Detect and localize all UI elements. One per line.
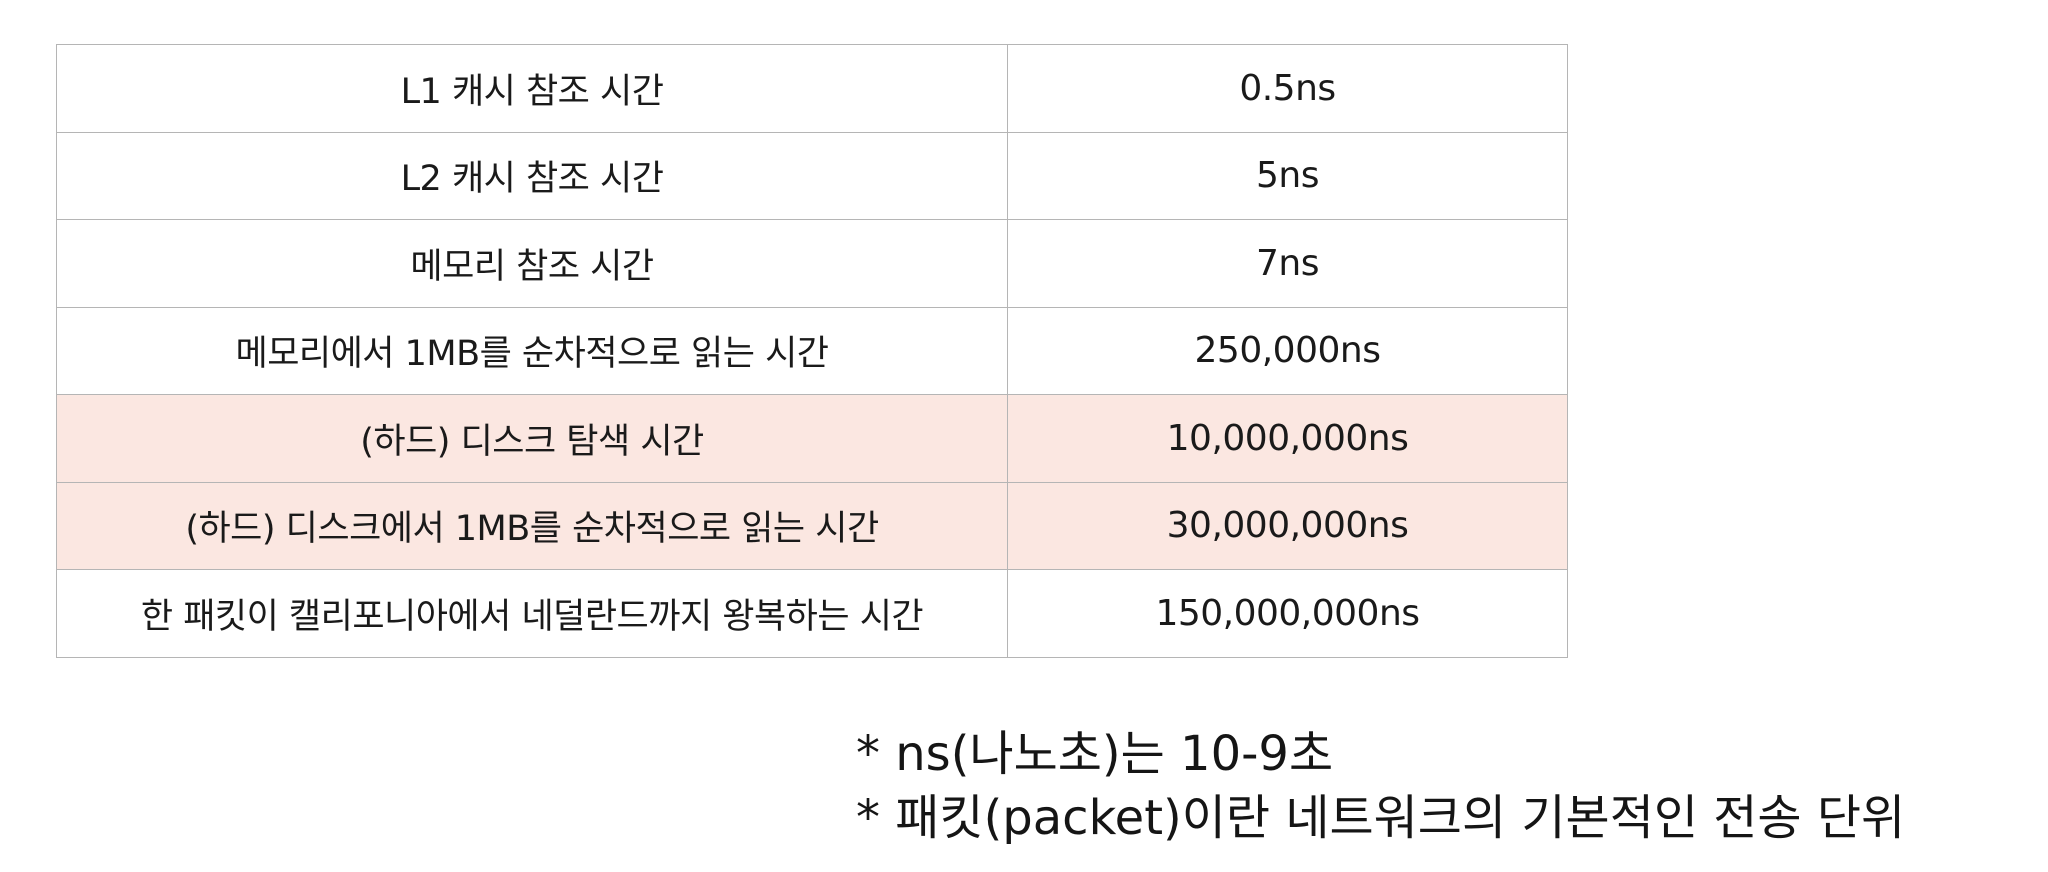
table-row: 한 패킷이 캘리포니아에서 네덜란드까지 왕복하는 시간 150,000,000… bbox=[56, 569, 1568, 658]
table-row: L2 캐시 참조 시간 5ns bbox=[56, 131, 1568, 220]
footnote-ns-definition: * ns(나노초)는 10-9초 bbox=[856, 726, 1334, 782]
row-value: 0.5ns bbox=[1007, 44, 1568, 133]
table-row: 메모리에서 1MB를 순차적으로 읽는 시간 250,000ns bbox=[56, 306, 1568, 395]
table-row-highlighted: (하드) 디스크에서 1MB를 순차적으로 읽는 시간 30,000,000ns bbox=[56, 481, 1568, 570]
row-label: 한 패킷이 캘리포니아에서 네덜란드까지 왕복하는 시간 bbox=[56, 569, 1008, 658]
footnote-packet-definition: * 패킷(packet)이란 네트워크의 기본적인 전송 단위 bbox=[856, 790, 1906, 846]
row-label: (하드) 디스크 탐색 시간 bbox=[56, 394, 1008, 483]
latency-table: L1 캐시 참조 시간 0.5ns L2 캐시 참조 시간 5ns 메모리 참조… bbox=[56, 44, 1568, 658]
table-row-highlighted: (하드) 디스크 탐색 시간 10,000,000ns bbox=[56, 394, 1568, 483]
row-label: L2 캐시 참조 시간 bbox=[56, 131, 1008, 220]
row-value: 7ns bbox=[1007, 219, 1568, 308]
footnotes: * ns(나노초)는 10-9초 * 패킷(packet)이란 네트워크의 기본… bbox=[856, 722, 1905, 850]
row-value: 5ns bbox=[1007, 131, 1568, 220]
row-label: 메모리 참조 시간 bbox=[56, 219, 1008, 308]
row-label: (하드) 디스크에서 1MB를 순차적으로 읽는 시간 bbox=[56, 481, 1008, 570]
row-label: L1 캐시 참조 시간 bbox=[56, 44, 1008, 133]
row-value: 250,000ns bbox=[1007, 306, 1568, 395]
row-value: 30,000,000ns bbox=[1007, 481, 1568, 570]
table-row: 메모리 참조 시간 7ns bbox=[56, 219, 1568, 308]
row-value: 150,000,000ns bbox=[1007, 569, 1568, 658]
table-row: L1 캐시 참조 시간 0.5ns bbox=[56, 44, 1568, 133]
row-value: 10,000,000ns bbox=[1007, 394, 1568, 483]
row-label: 메모리에서 1MB를 순차적으로 읽는 시간 bbox=[56, 306, 1008, 395]
